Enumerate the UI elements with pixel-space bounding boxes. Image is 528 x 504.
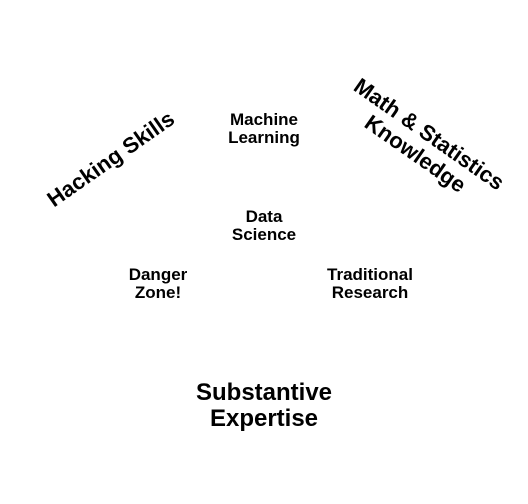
label-tr-line1: Traditional: [327, 265, 413, 284]
label-ds-line2: Science: [232, 225, 296, 244]
label-expertise-line2: Expertise: [210, 405, 318, 432]
label-tr-line2: Research: [332, 283, 409, 302]
venn-diagram: Hacking Skills Math & Statistics Knowled…: [0, 0, 528, 504]
label-machine-learning: Machine Learning: [228, 110, 300, 147]
label-danger-zone: Danger Zone!: [129, 265, 188, 302]
label-expertise: Substantive Expertise: [196, 379, 332, 432]
label-dz-line1: Danger: [129, 265, 188, 284]
label-ds-line1: Data: [246, 207, 283, 226]
label-ml-line1: Machine: [230, 110, 298, 129]
label-expertise-line1: Substantive: [196, 379, 332, 406]
label-ml-line2: Learning: [228, 128, 300, 147]
label-dz-line2: Zone!: [135, 283, 181, 302]
label-traditional-research: Traditional Research: [327, 265, 413, 302]
venn-svg: Hacking Skills Math & Statistics Knowled…: [0, 0, 528, 504]
